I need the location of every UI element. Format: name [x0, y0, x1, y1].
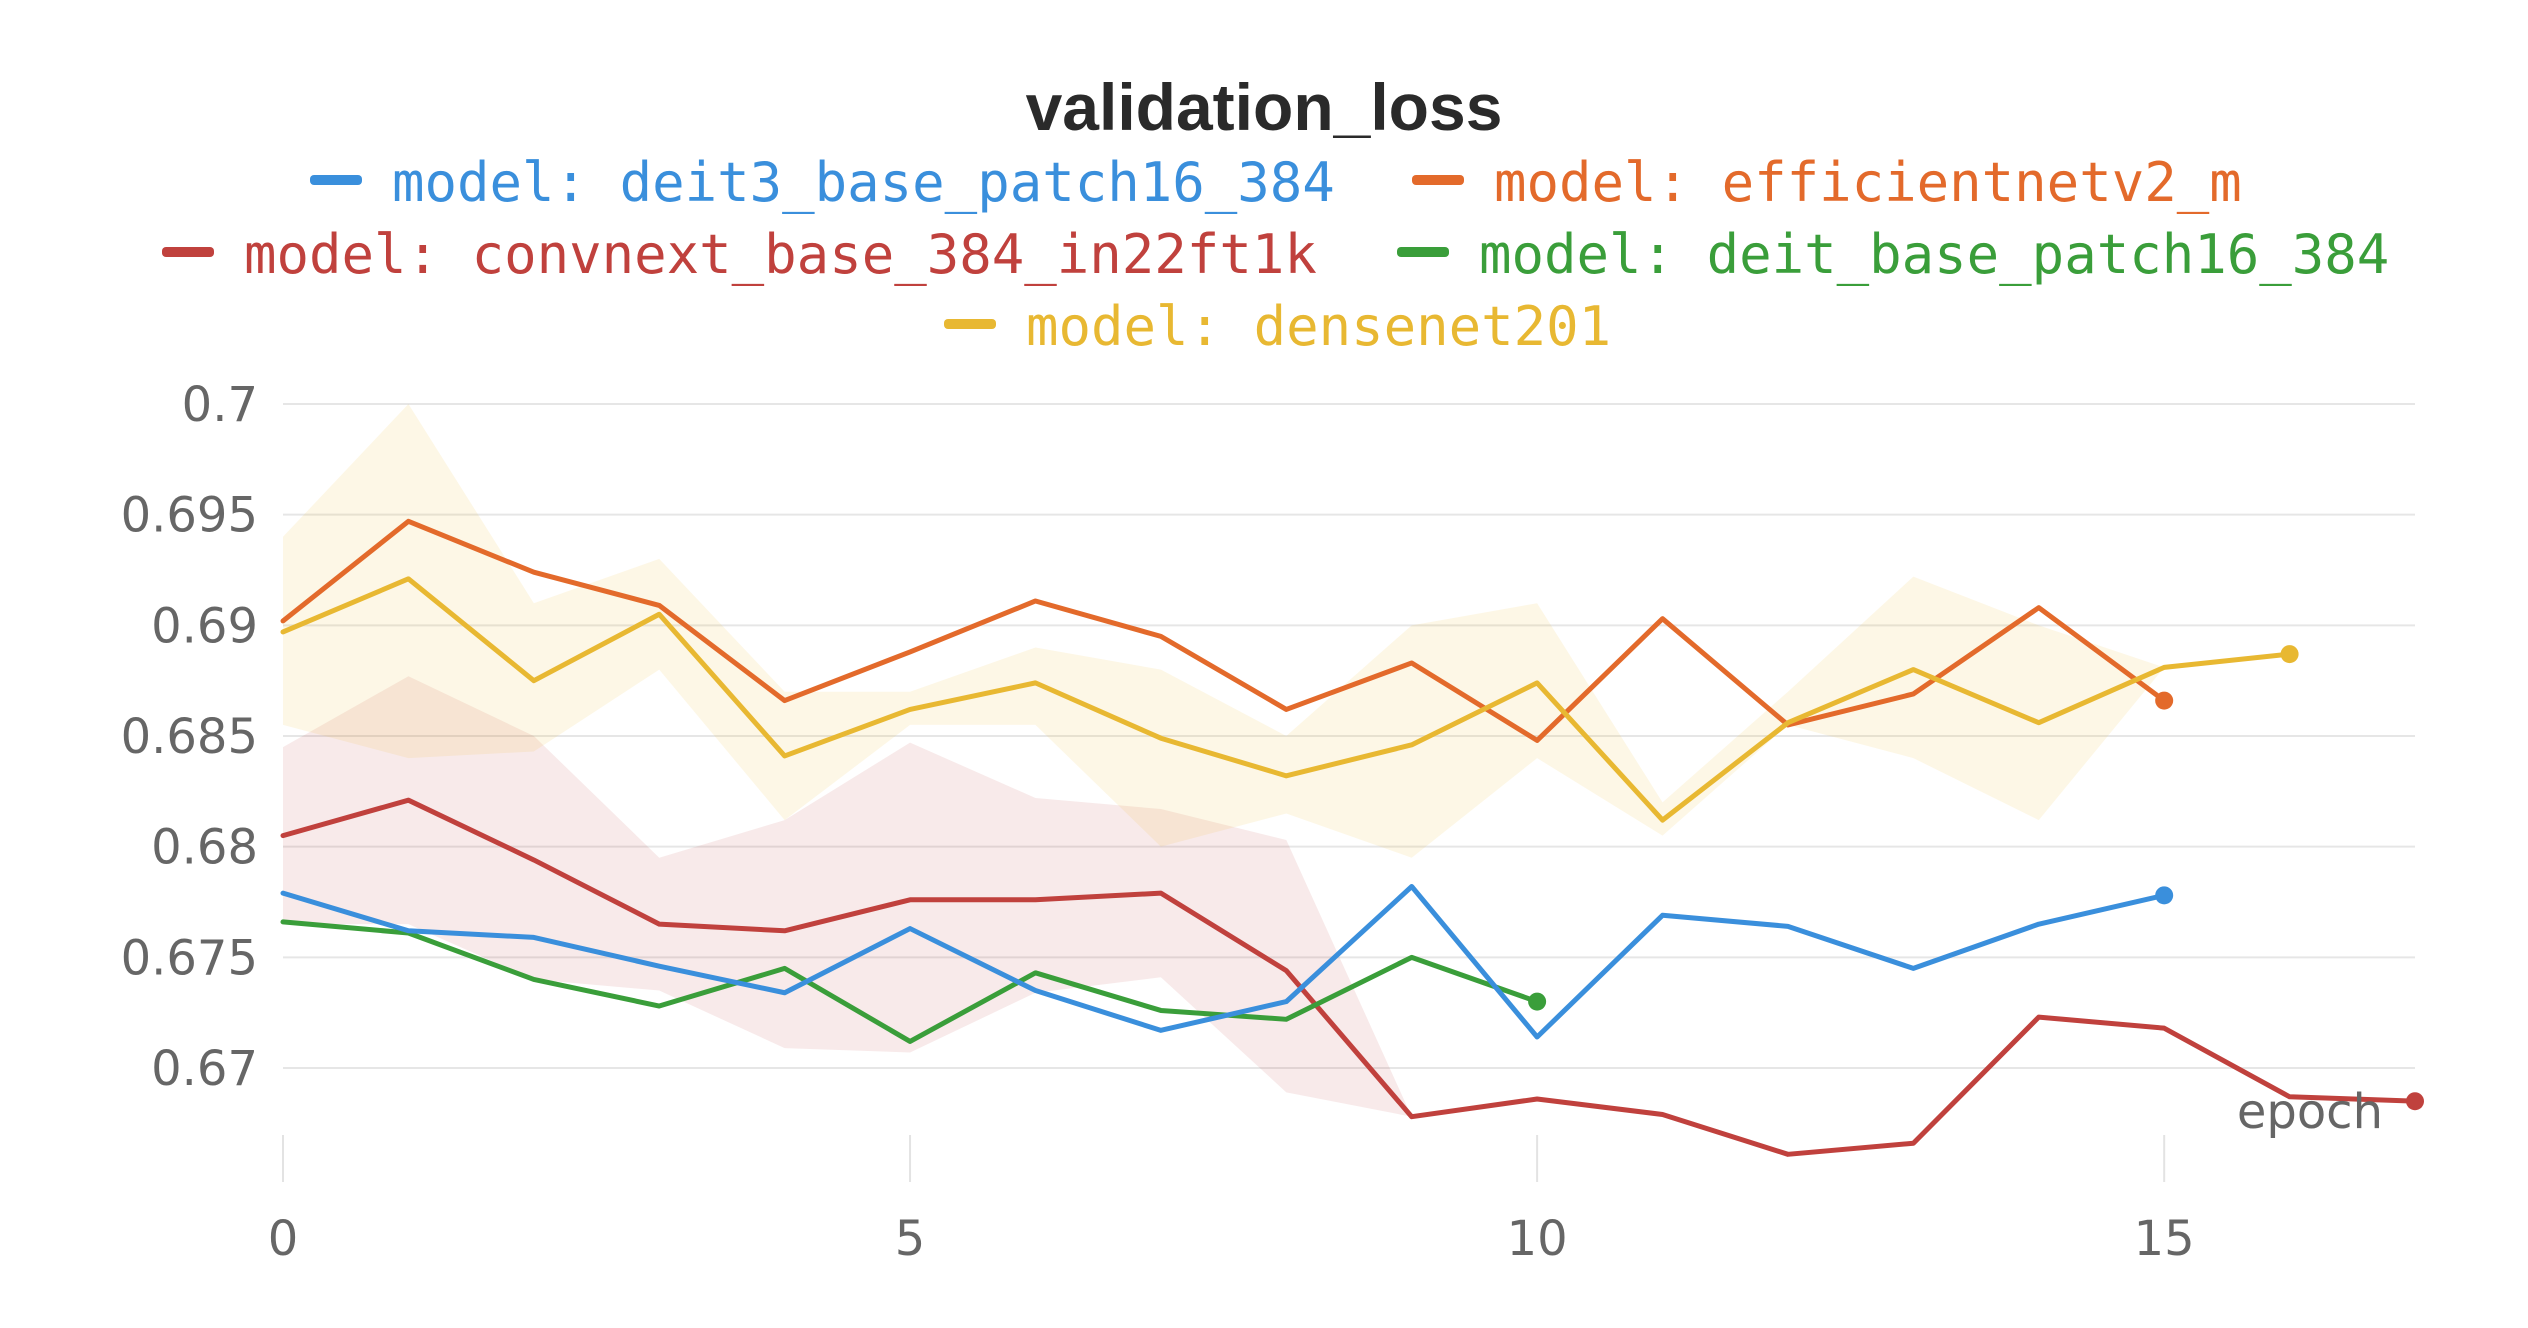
- chart-title: validation_loss: [1026, 70, 1503, 144]
- series-line: [280, 797, 2418, 1157]
- x-tick-label: 5: [895, 1211, 926, 1267]
- series-lines: [280, 518, 2424, 1157]
- x-tick-label: 0: [268, 1211, 299, 1267]
- confidence-band: [283, 404, 2165, 858]
- x-tick-label: 10: [1507, 1211, 1568, 1267]
- y-tick-label: 0.67: [151, 1041, 258, 1097]
- x-axis-label: epoch: [2237, 1084, 2383, 1140]
- legend-label: model: deit3_base_patch16_384: [392, 151, 1335, 214]
- legend-swatch: [1397, 247, 1449, 257]
- legend: model: deit3_base_patch16_384 model: effi…: [162, 151, 2389, 358]
- series-end-point: [2280, 645, 2299, 664]
- series-line: [280, 919, 1540, 1044]
- legend-label: model: densenet201: [1026, 295, 1611, 358]
- legend-label: model: deit_base_patch16_384: [1479, 223, 2389, 286]
- legend-swatch: [162, 247, 214, 257]
- series-line: [280, 576, 2293, 823]
- legend-label: model: convnext_base_384_in22ft1k: [244, 223, 1317, 286]
- legend-label: model: efficientnetv2_m: [1494, 151, 2242, 214]
- confidence-band: [283, 676, 1412, 1117]
- y-tick-label: 0.68: [151, 820, 258, 876]
- series-line: [280, 884, 2167, 1040]
- series-line: [280, 518, 2167, 743]
- y-tick-label: 0.685: [121, 709, 258, 765]
- legend-swatch: [944, 319, 996, 329]
- y-tick-label: 0.7: [182, 377, 258, 433]
- confidence-bands: [283, 404, 2165, 1117]
- x-axis-ticks: 0 5 10 15: [268, 1211, 2195, 1267]
- series-end-point: [1528, 992, 1547, 1011]
- y-axis-ticks: 0.67 0.675 0.68 0.685 0.69 0.695 0.7: [121, 377, 258, 1097]
- series-end-point: [2155, 691, 2174, 710]
- y-tick-label: 0.675: [121, 930, 258, 986]
- y-tick-label: 0.69: [151, 598, 258, 654]
- y-tick-label: 0.695: [121, 488, 258, 544]
- series-end-point: [2406, 1092, 2424, 1111]
- legend-swatch: [1412, 175, 1464, 185]
- series-end-point: [2155, 886, 2174, 905]
- legend-swatch: [310, 175, 362, 185]
- x-tick-label: 15: [2134, 1211, 2195, 1267]
